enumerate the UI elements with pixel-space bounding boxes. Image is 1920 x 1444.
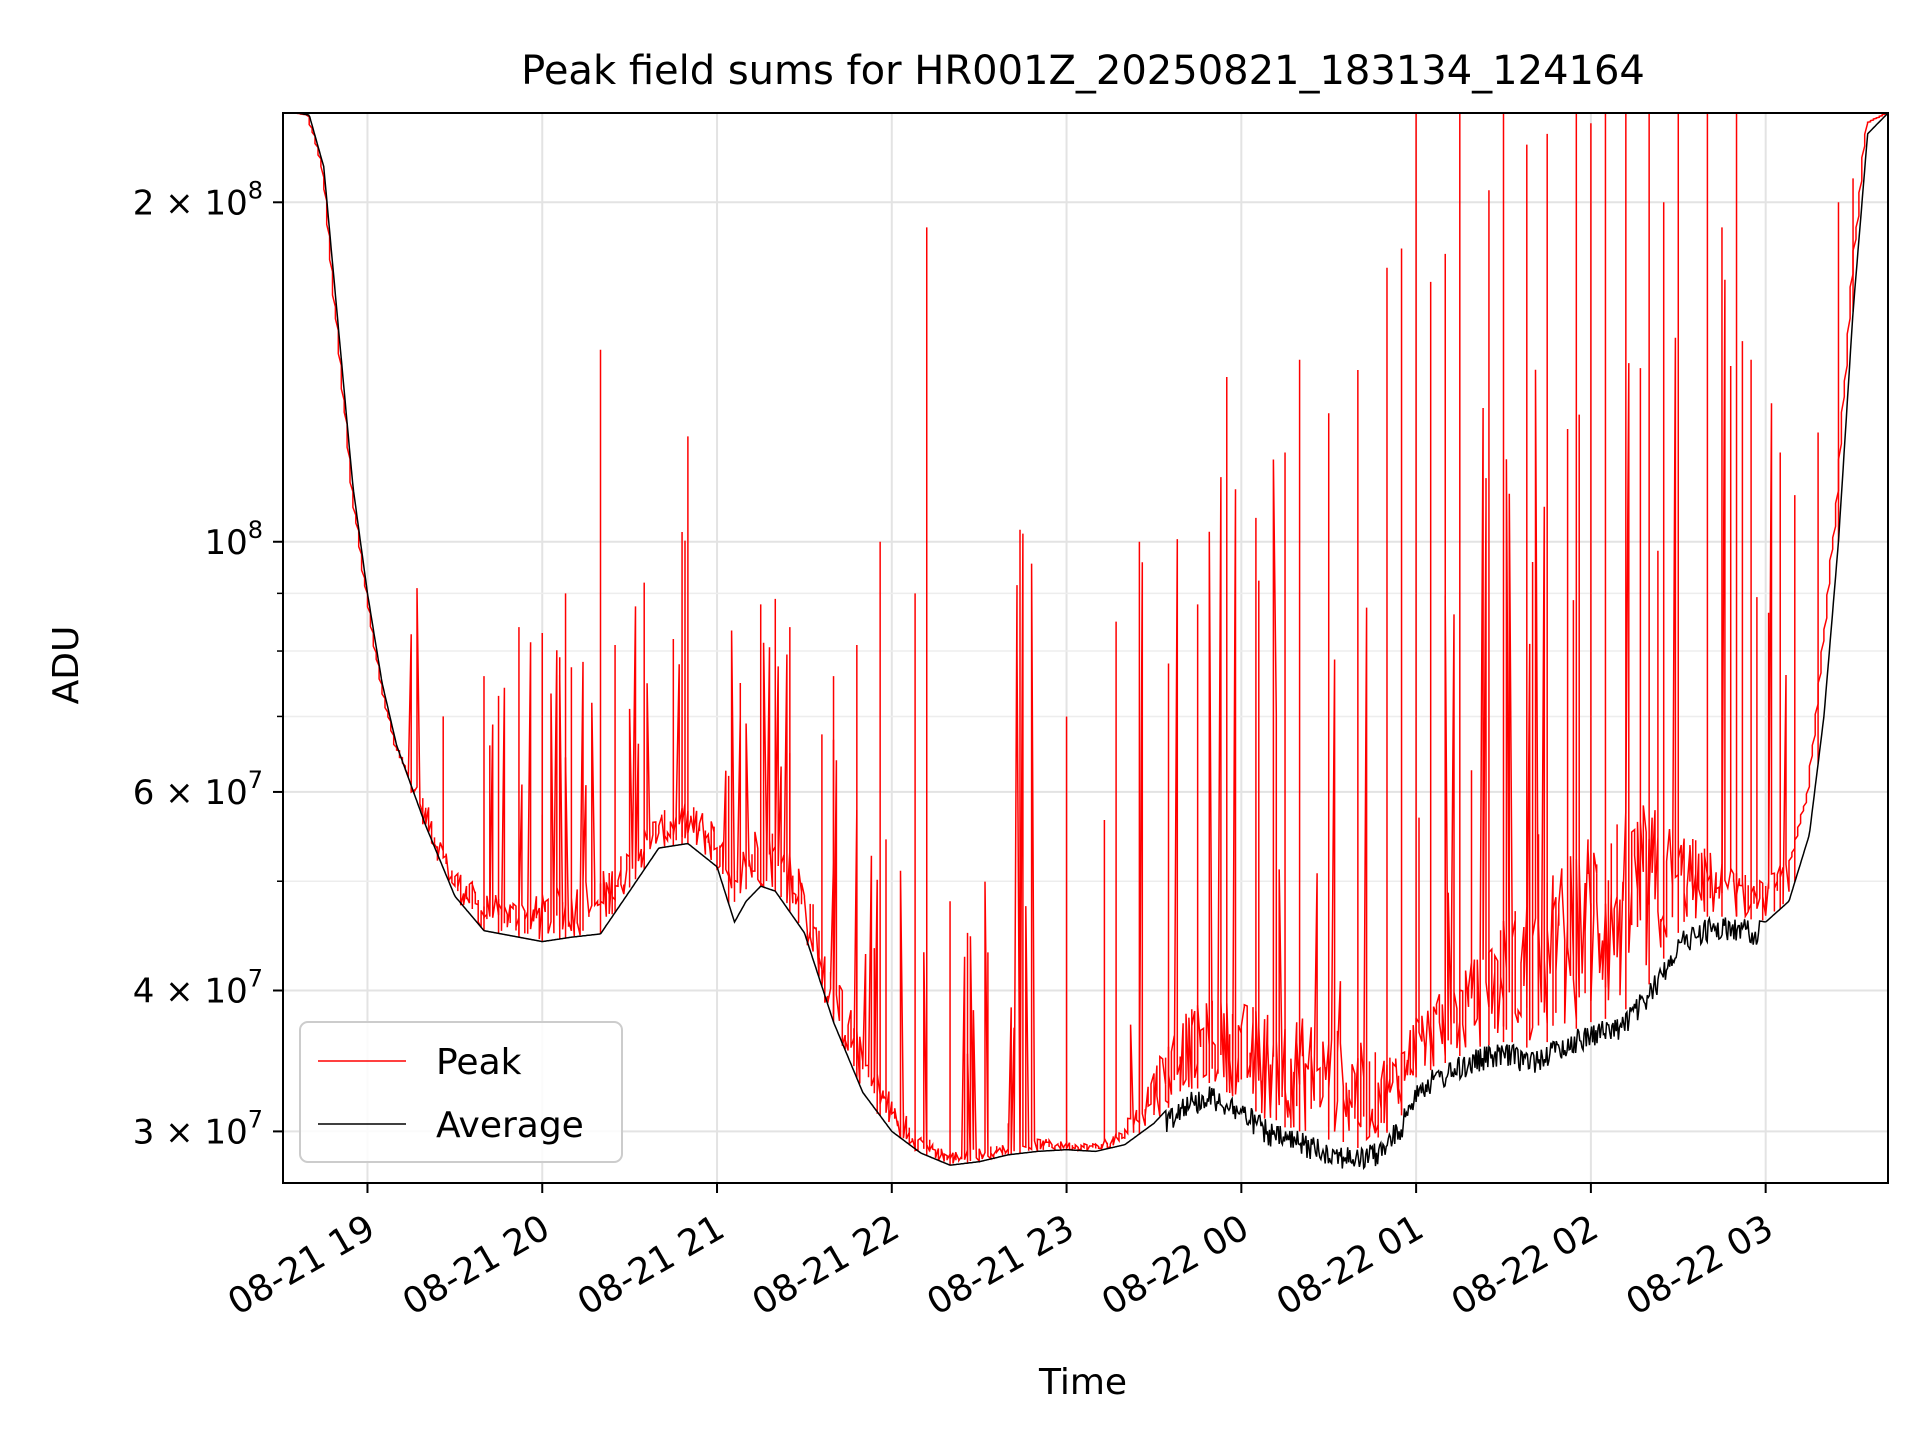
y-tick-mantissa: 4 × 10 bbox=[133, 972, 248, 1012]
y-tick-mantissa: 3 × 10 bbox=[133, 1112, 248, 1152]
average-series-line bbox=[283, 113, 1888, 1171]
y-tick-label: 108 bbox=[204, 516, 263, 563]
y-tick-exponent: 7 bbox=[248, 766, 263, 794]
x-axis-label: Time bbox=[1038, 1362, 1127, 1403]
x-axis-ticks: 08-21 19 08-21 20 08-21 21 08-21 22 08-21 23… bbox=[221, 1183, 1780, 1324]
x-tick-label: 08-21 22 bbox=[746, 1207, 907, 1323]
plot-area bbox=[283, 113, 1888, 1171]
peak-series-line bbox=[283, 113, 1888, 1164]
x-tick-label: 08-22 01 bbox=[1270, 1207, 1431, 1323]
y-tick-label: 3 × 107 bbox=[133, 1105, 263, 1152]
y-tick-mantissa: 6 × 10 bbox=[133, 773, 248, 813]
x-tick-label: 08-21 23 bbox=[920, 1207, 1081, 1323]
y-tick-label: 6 × 107 bbox=[133, 766, 263, 813]
legend-box bbox=[299, 1021, 623, 1163]
y-tick-label: 4 × 107 bbox=[133, 965, 263, 1012]
y-tick-exponent: 8 bbox=[248, 176, 263, 204]
x-tick-label: 08-22 00 bbox=[1095, 1207, 1256, 1323]
x-tick-label: 08-21 21 bbox=[571, 1207, 732, 1323]
y-tick-exponent: 7 bbox=[248, 1105, 263, 1133]
plot-frame bbox=[282, 112, 1889, 1184]
legend-label-average: Average bbox=[436, 1105, 584, 1146]
y-tick-mantissa: 10 bbox=[204, 523, 247, 563]
legend-label-peak: Peak bbox=[436, 1042, 522, 1083]
x-tick-label: 08-21 19 bbox=[221, 1207, 382, 1323]
x-tick-label: 08-22 03 bbox=[1619, 1207, 1780, 1323]
chart-title: Peak field sums for HR001Z_20250821_1831… bbox=[521, 48, 1645, 94]
x-tick-label: 08-22 02 bbox=[1445, 1207, 1606, 1323]
y-tick-exponent: 8 bbox=[248, 516, 263, 544]
y-tick-exponent: 7 bbox=[248, 965, 263, 993]
y-tick-mantissa: 2 × 10 bbox=[133, 183, 248, 223]
legend: Peak Average bbox=[299, 1021, 623, 1163]
x-tick-label: 08-21 20 bbox=[396, 1207, 557, 1323]
y-tick-label: 2 × 108 bbox=[133, 176, 263, 223]
y-axis-label: ADU bbox=[46, 626, 87, 705]
